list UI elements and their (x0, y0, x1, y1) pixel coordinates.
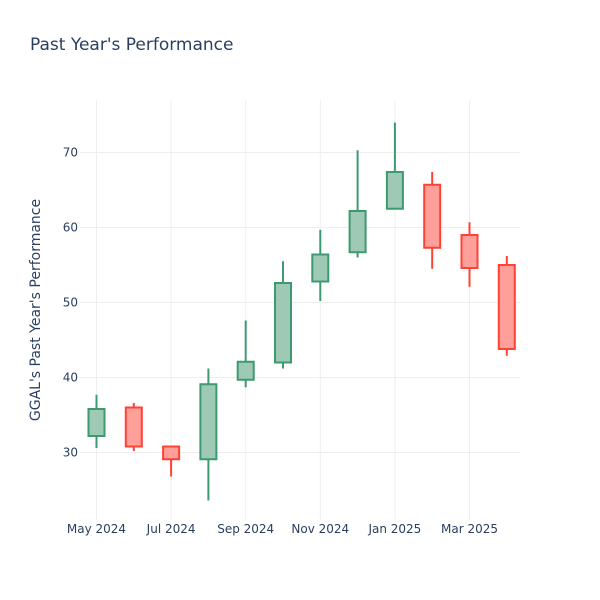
y-tick-label: 60 (63, 221, 78, 235)
candle-2025-04 (497, 256, 516, 356)
x-tick-label: Jul 2024 (146, 522, 196, 536)
candle-2024-07 (162, 445, 181, 477)
candle-2024-11 (311, 229, 330, 301)
candle-body (497, 264, 516, 350)
candle-2024-06 (124, 403, 143, 451)
x-tick-label: Sep 2024 (217, 522, 274, 536)
candle-2025-02 (423, 172, 442, 269)
candle-body (274, 282, 292, 364)
candle-2025-03 (460, 222, 479, 287)
candle-body (87, 408, 106, 437)
candle-2024-09 (236, 320, 255, 388)
y-tick-label: 50 (63, 296, 78, 310)
candle-body (124, 406, 143, 448)
candle-2024-12 (348, 150, 367, 258)
grid (80, 100, 520, 520)
x-tick-label: Mar 2025 (441, 522, 498, 536)
y-tick-label: 70 (63, 146, 78, 160)
candles (87, 122, 516, 501)
x-tick-label: Jan 2025 (367, 522, 421, 536)
chart-title: Past Year's Performance (30, 35, 234, 55)
candle-body (423, 183, 442, 249)
candle-2024-08 (199, 368, 218, 501)
y-axis-label: GGAL's Past Year's Performance (28, 199, 44, 421)
y-tick-label: 30 (63, 446, 78, 460)
x-tick-label: May 2024 (67, 522, 126, 536)
x-axis-ticks: May 2024 Jul 2024 Sep 2024 Nov 2024 Jan 2025… (67, 522, 498, 536)
y-axis-ticks: 30 40 50 60 70 (63, 146, 78, 460)
candle-2024-10 (274, 261, 292, 369)
candle-2025-01 (385, 122, 404, 210)
candle-body (348, 210, 367, 254)
y-tick-label: 40 (63, 371, 78, 385)
candle-body (460, 234, 479, 269)
candle-body (236, 360, 255, 381)
candle-2024-05 (87, 394, 106, 448)
candle-body (162, 445, 181, 461)
candle-body (311, 253, 330, 283)
candle-body (199, 383, 218, 461)
candle-body (385, 171, 404, 210)
x-tick-label: Nov 2024 (291, 522, 349, 536)
